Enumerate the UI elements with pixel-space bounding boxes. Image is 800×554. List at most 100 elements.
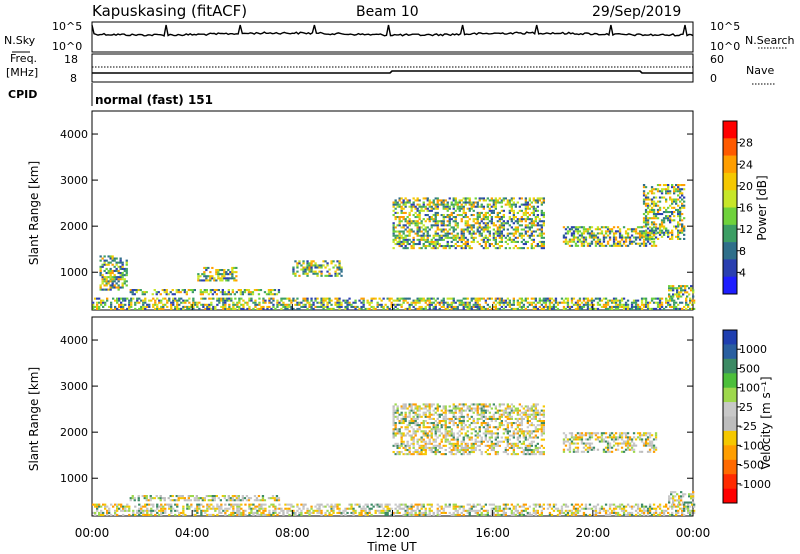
heatmap-cell: [440, 507, 443, 510]
heatmap-cell: [667, 211, 670, 214]
heatmap-cell: [153, 289, 156, 292]
heatmap-cell: [120, 301, 123, 304]
heatmap-cell: [231, 275, 234, 278]
heatmap-cell: [204, 511, 207, 514]
heatmap-cell: [400, 303, 403, 306]
heatmap-cell: [438, 238, 441, 241]
heatmap-cell: [137, 499, 140, 502]
heatmap-cell: [105, 278, 108, 281]
heatmap-cell: [394, 226, 397, 229]
heatmap-cell: [161, 497, 164, 500]
heatmap-cell: [408, 214, 411, 217]
heatmap-cell: [456, 511, 459, 514]
heatmap-cell: [500, 301, 503, 304]
heatmap-cell: [300, 264, 303, 267]
heatmap-cell: [277, 289, 281, 292]
heatmap-cell: [568, 305, 572, 308]
heatmap-cell: [652, 237, 656, 240]
heatmap-cell: [142, 303, 145, 306]
heatmap-cell: [667, 233, 670, 236]
heatmap-cell: [673, 505, 676, 508]
heatmap-cell: [96, 297, 99, 300]
heatmap-cell: [660, 196, 664, 199]
heatmap-cell: [598, 244, 602, 247]
heatmap-cell: [292, 513, 295, 516]
heatmap-cell: [384, 303, 387, 306]
heatmap-cell: [482, 403, 485, 406]
heatmap-cell: [268, 299, 271, 302]
heatmap-cell: [677, 208, 680, 211]
heatmap-cell: [572, 240, 576, 243]
heatmap-cell: [442, 411, 445, 414]
heatmap-cell: [404, 513, 407, 516]
heatmap-cell: [646, 231, 650, 234]
heatmap-cell: [404, 505, 407, 508]
heatmap-cell: [412, 299, 415, 302]
heatmap-cell: [106, 509, 109, 512]
heatmap-cell: [416, 207, 419, 210]
heatmap-cell: [221, 291, 224, 294]
heatmap-cell: [616, 240, 620, 243]
heatmap-cell: [570, 228, 574, 231]
heatmap-cell: [404, 220, 407, 223]
heatmap-cell: [648, 190, 652, 193]
heatmap-cell: [418, 218, 421, 221]
heatmap-cell: [671, 229, 674, 232]
heatmap-cell: [689, 511, 692, 514]
heatmap-cell: [562, 503, 566, 506]
heatmap-cell: [418, 407, 421, 410]
heatmap-cell: [518, 301, 521, 304]
heatmap-cell: [420, 305, 423, 308]
heatmap-cell: [498, 236, 501, 239]
heatmap-cell: [228, 513, 231, 516]
heatmap-cell: [150, 503, 153, 506]
heatmap-cell: [430, 238, 433, 241]
heatmap-cell: [302, 268, 305, 271]
heatmap-cell: [219, 291, 222, 294]
velocity-data: [92, 403, 696, 516]
heatmap-cell: [474, 430, 477, 433]
heatmap-cell: [120, 303, 123, 306]
heatmap-cell: [418, 234, 421, 237]
heatmap-cell: [652, 213, 656, 216]
heatmap-cell: [178, 303, 181, 306]
heatmap-cell: [408, 413, 411, 416]
heatmap-cell: [576, 301, 580, 304]
heatmap-cell: [192, 509, 195, 512]
heatmap-cell: [458, 451, 461, 454]
heatmap-cell: [156, 503, 159, 506]
heatmap-cell: [236, 507, 239, 510]
heatmap-cell: [676, 295, 679, 298]
heatmap-cell: [662, 233, 666, 236]
heatmap-cell: [422, 203, 425, 206]
heatmap-cell: [196, 305, 199, 308]
heatmap-cell: [414, 232, 417, 235]
heatmap-cell: [208, 307, 211, 310]
heatmap-cell: [466, 238, 469, 241]
heatmap-cell: [675, 184, 678, 187]
heatmap-cell: [460, 240, 463, 243]
heatmap-cell: [392, 307, 395, 310]
heatmap-cell: [624, 509, 628, 512]
heatmap-cell: [218, 509, 221, 512]
heatmap-cell: [436, 224, 439, 227]
heatmap-cell: [540, 228, 543, 231]
heatmap-cell: [476, 420, 479, 423]
heatmap-cell: [612, 503, 616, 506]
heatmap-cell: [474, 222, 477, 225]
heatmap-cell: [404, 453, 407, 456]
heatmap-cell: [518, 220, 521, 223]
heatmap-cell: [380, 299, 383, 302]
heatmap-cell: [588, 503, 592, 506]
heatmap-cell: [434, 220, 437, 223]
heatmap-cell: [444, 432, 447, 435]
heatmap-cell: [450, 305, 453, 308]
heatmap-cell: [566, 303, 570, 306]
heatmap-cell: [247, 289, 251, 292]
heatmap-cell: [510, 513, 513, 516]
heatmap-cell: [642, 230, 646, 233]
heatmap-cell: [434, 238, 437, 241]
heatmap-cell: [486, 236, 489, 239]
heatmap-cell: [464, 243, 467, 246]
heatmap-cell: [484, 234, 487, 237]
